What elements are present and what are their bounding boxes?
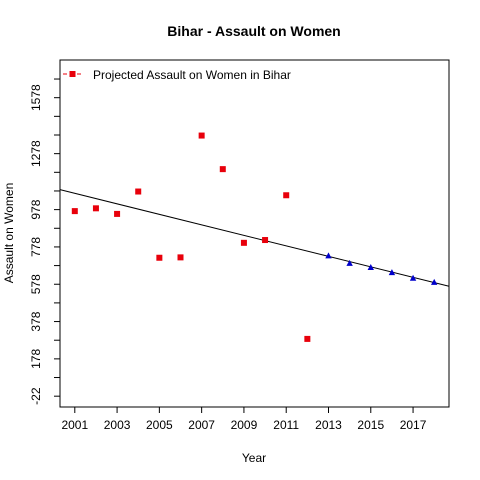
x-axis: 2001 2003 2005 2007 2009 2011 2013 2015 2017 [61, 407, 427, 432]
y-axis-title: Assault on Women [2, 183, 16, 284]
legend-label: Projected Assault on Women in Bihar [93, 68, 291, 82]
projected-point [388, 269, 396, 276]
y-tick-label: 1278 [29, 140, 43, 167]
plot-frame [59, 59, 450, 408]
y-axis: -22 178 378 578 778 978 1278 1578 [29, 78, 60, 405]
observed-point [177, 254, 184, 261]
x-tick-label: 2005 [146, 418, 173, 432]
y-tick-label: 978 [29, 199, 43, 219]
x-tick-label: 2015 [357, 418, 384, 432]
x-tick-label: 2007 [188, 418, 215, 432]
observed-point [304, 335, 311, 342]
y-tick-label: 778 [29, 237, 43, 257]
projected-point [325, 252, 332, 259]
projected-point [346, 259, 353, 266]
projected-point [409, 274, 417, 281]
projected-point [367, 263, 374, 270]
observed-point [135, 188, 142, 195]
observed-point [219, 166, 226, 173]
trend-line [59, 189, 450, 287]
y-tick-label: 578 [29, 274, 43, 294]
x-tick-label: 2001 [61, 418, 88, 432]
y-tick-label: 1578 [29, 84, 43, 111]
x-tick-label: 2013 [315, 418, 342, 432]
y-tick-label: -22 [29, 387, 43, 405]
observed-point [156, 254, 163, 261]
trend-line-group [59, 189, 450, 287]
x-axis-title: Year [242, 451, 266, 465]
x-tick-label: 2009 [231, 418, 258, 432]
x-tick-label: 2003 [104, 418, 131, 432]
legend: Projected Assault on Women in Bihar [63, 68, 291, 82]
observed-point [71, 208, 78, 215]
observed-point [114, 210, 121, 217]
observed-point [262, 237, 269, 244]
observed-point [283, 192, 290, 199]
chart-title: Bihar - Assault on Women [167, 23, 340, 39]
data-points [71, 132, 438, 342]
observed-point [198, 132, 205, 139]
y-tick-label: 378 [29, 311, 43, 331]
x-tick-label: 2011 [273, 418, 299, 432]
y-tick-label: 178 [29, 349, 43, 369]
x-tick-label: 2017 [400, 418, 427, 432]
observed-point [92, 205, 99, 212]
observed-point [240, 239, 247, 246]
projected-point [431, 278, 438, 285]
legend-marker [69, 71, 76, 77]
